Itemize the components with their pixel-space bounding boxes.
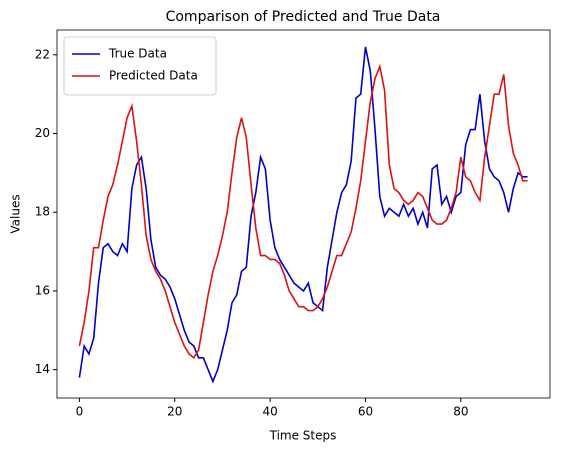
y-tick-label: 18 <box>35 205 50 219</box>
y-tick-label: 20 <box>35 126 50 140</box>
line-series <box>78 63 528 360</box>
y-tick-label: 14 <box>35 362 50 376</box>
x-tick-label: 60 <box>358 405 373 419</box>
y-axis-label: Values <box>9 194 23 233</box>
y-tick-label: 22 <box>35 47 50 61</box>
y-tick-label: 16 <box>35 283 50 297</box>
x-tick-label: 0 <box>76 405 84 419</box>
x-axis-label: Time Steps <box>269 429 337 443</box>
x-tick-label: 80 <box>453 405 468 419</box>
legend-label: Predicted Data <box>109 69 198 83</box>
legend-box <box>63 36 217 96</box>
legend-label: True Data <box>108 47 167 61</box>
chart-title: Comparison of Predicted and True Data <box>166 9 441 25</box>
plot-frame <box>56 29 551 399</box>
line-series <box>78 46 528 384</box>
x-tick-label: 40 <box>262 405 277 419</box>
x-tick-label: 20 <box>167 405 182 419</box>
